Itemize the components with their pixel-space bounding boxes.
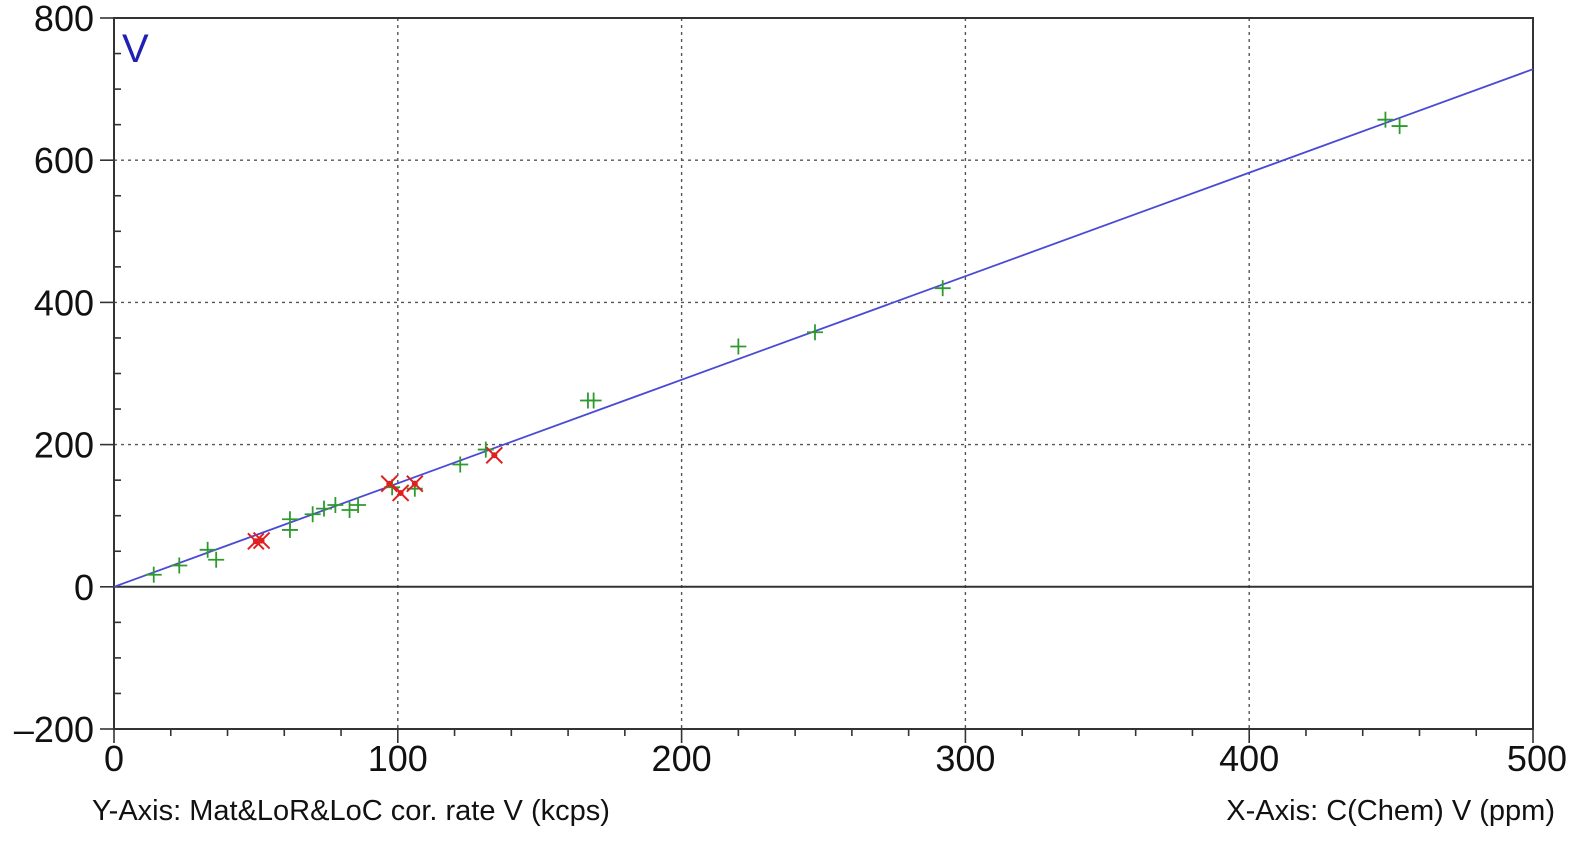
data-point-included (806, 324, 823, 341)
x-tick-label: 0 (104, 738, 124, 779)
data-point-excluded (252, 531, 271, 550)
data-point-included (327, 497, 344, 514)
grid (114, 18, 1533, 729)
cross-marker-dot (386, 480, 393, 487)
fit-line-group (113, 68, 1534, 588)
data-point-excluded (391, 484, 410, 502)
data-point-included (316, 500, 333, 517)
y-axis-label: Y-Axis: Mat&LoR&LoC cor. rate V (kcps) (92, 795, 610, 827)
data-point-included (1391, 118, 1408, 135)
y-tick-label: 600 (34, 140, 94, 181)
data-point-excluded (485, 446, 503, 464)
fit-line (113, 68, 1534, 588)
data-point-excluded (406, 474, 424, 493)
cross-marker-dot (411, 480, 418, 487)
data-point-included (452, 456, 469, 473)
chart-title: V (122, 27, 149, 71)
data-point-included (171, 557, 188, 574)
data-point-included (341, 502, 358, 519)
data-point-included (477, 441, 494, 458)
x-tick-label: 400 (1219, 738, 1279, 779)
cross-marker-dot (491, 452, 498, 459)
x-tick-label: 300 (935, 738, 995, 779)
y-tick-label: 200 (34, 425, 94, 466)
data-point-included (199, 541, 216, 558)
data-points (145, 111, 1408, 583)
data-point-included (281, 521, 298, 538)
labels: V Y-Axis: Mat&LoR&LoC cor. rate V (kcps)… (14, 0, 1567, 827)
y-tick-label: –200 (14, 709, 94, 750)
y-tick-label: 800 (34, 0, 94, 39)
axes (100, 17, 1534, 743)
data-point-excluded (247, 532, 265, 551)
data-point-included (350, 497, 367, 514)
data-point-included (1377, 111, 1394, 128)
x-tick-label: 500 (1507, 738, 1567, 779)
plot-frame (113, 17, 1534, 730)
data-point-included (730, 338, 747, 355)
x-tick-label: 200 (652, 738, 712, 779)
y-tick-label: 400 (34, 282, 94, 323)
cross-marker-dot (258, 537, 265, 544)
cross-marker-dot (397, 489, 404, 496)
data-point-excluded (380, 474, 398, 493)
data-point-included (304, 506, 321, 523)
data-point-included (934, 280, 951, 297)
x-axis-label: X-Axis: C(Chem) V (ppm) (1226, 795, 1555, 827)
data-point-included (208, 551, 225, 568)
data-point-included (145, 566, 162, 583)
y-tick-label: 0 (74, 567, 94, 608)
data-point-included (585, 392, 602, 409)
x-tick-label: 100 (368, 738, 428, 779)
cross-marker-dot (252, 538, 259, 545)
